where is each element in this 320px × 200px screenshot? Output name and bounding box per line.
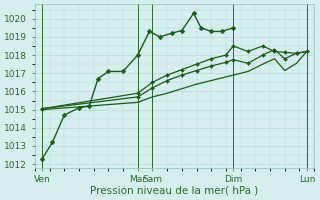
X-axis label: Pression niveau de la mer( hPa ): Pression niveau de la mer( hPa ): [90, 186, 259, 196]
